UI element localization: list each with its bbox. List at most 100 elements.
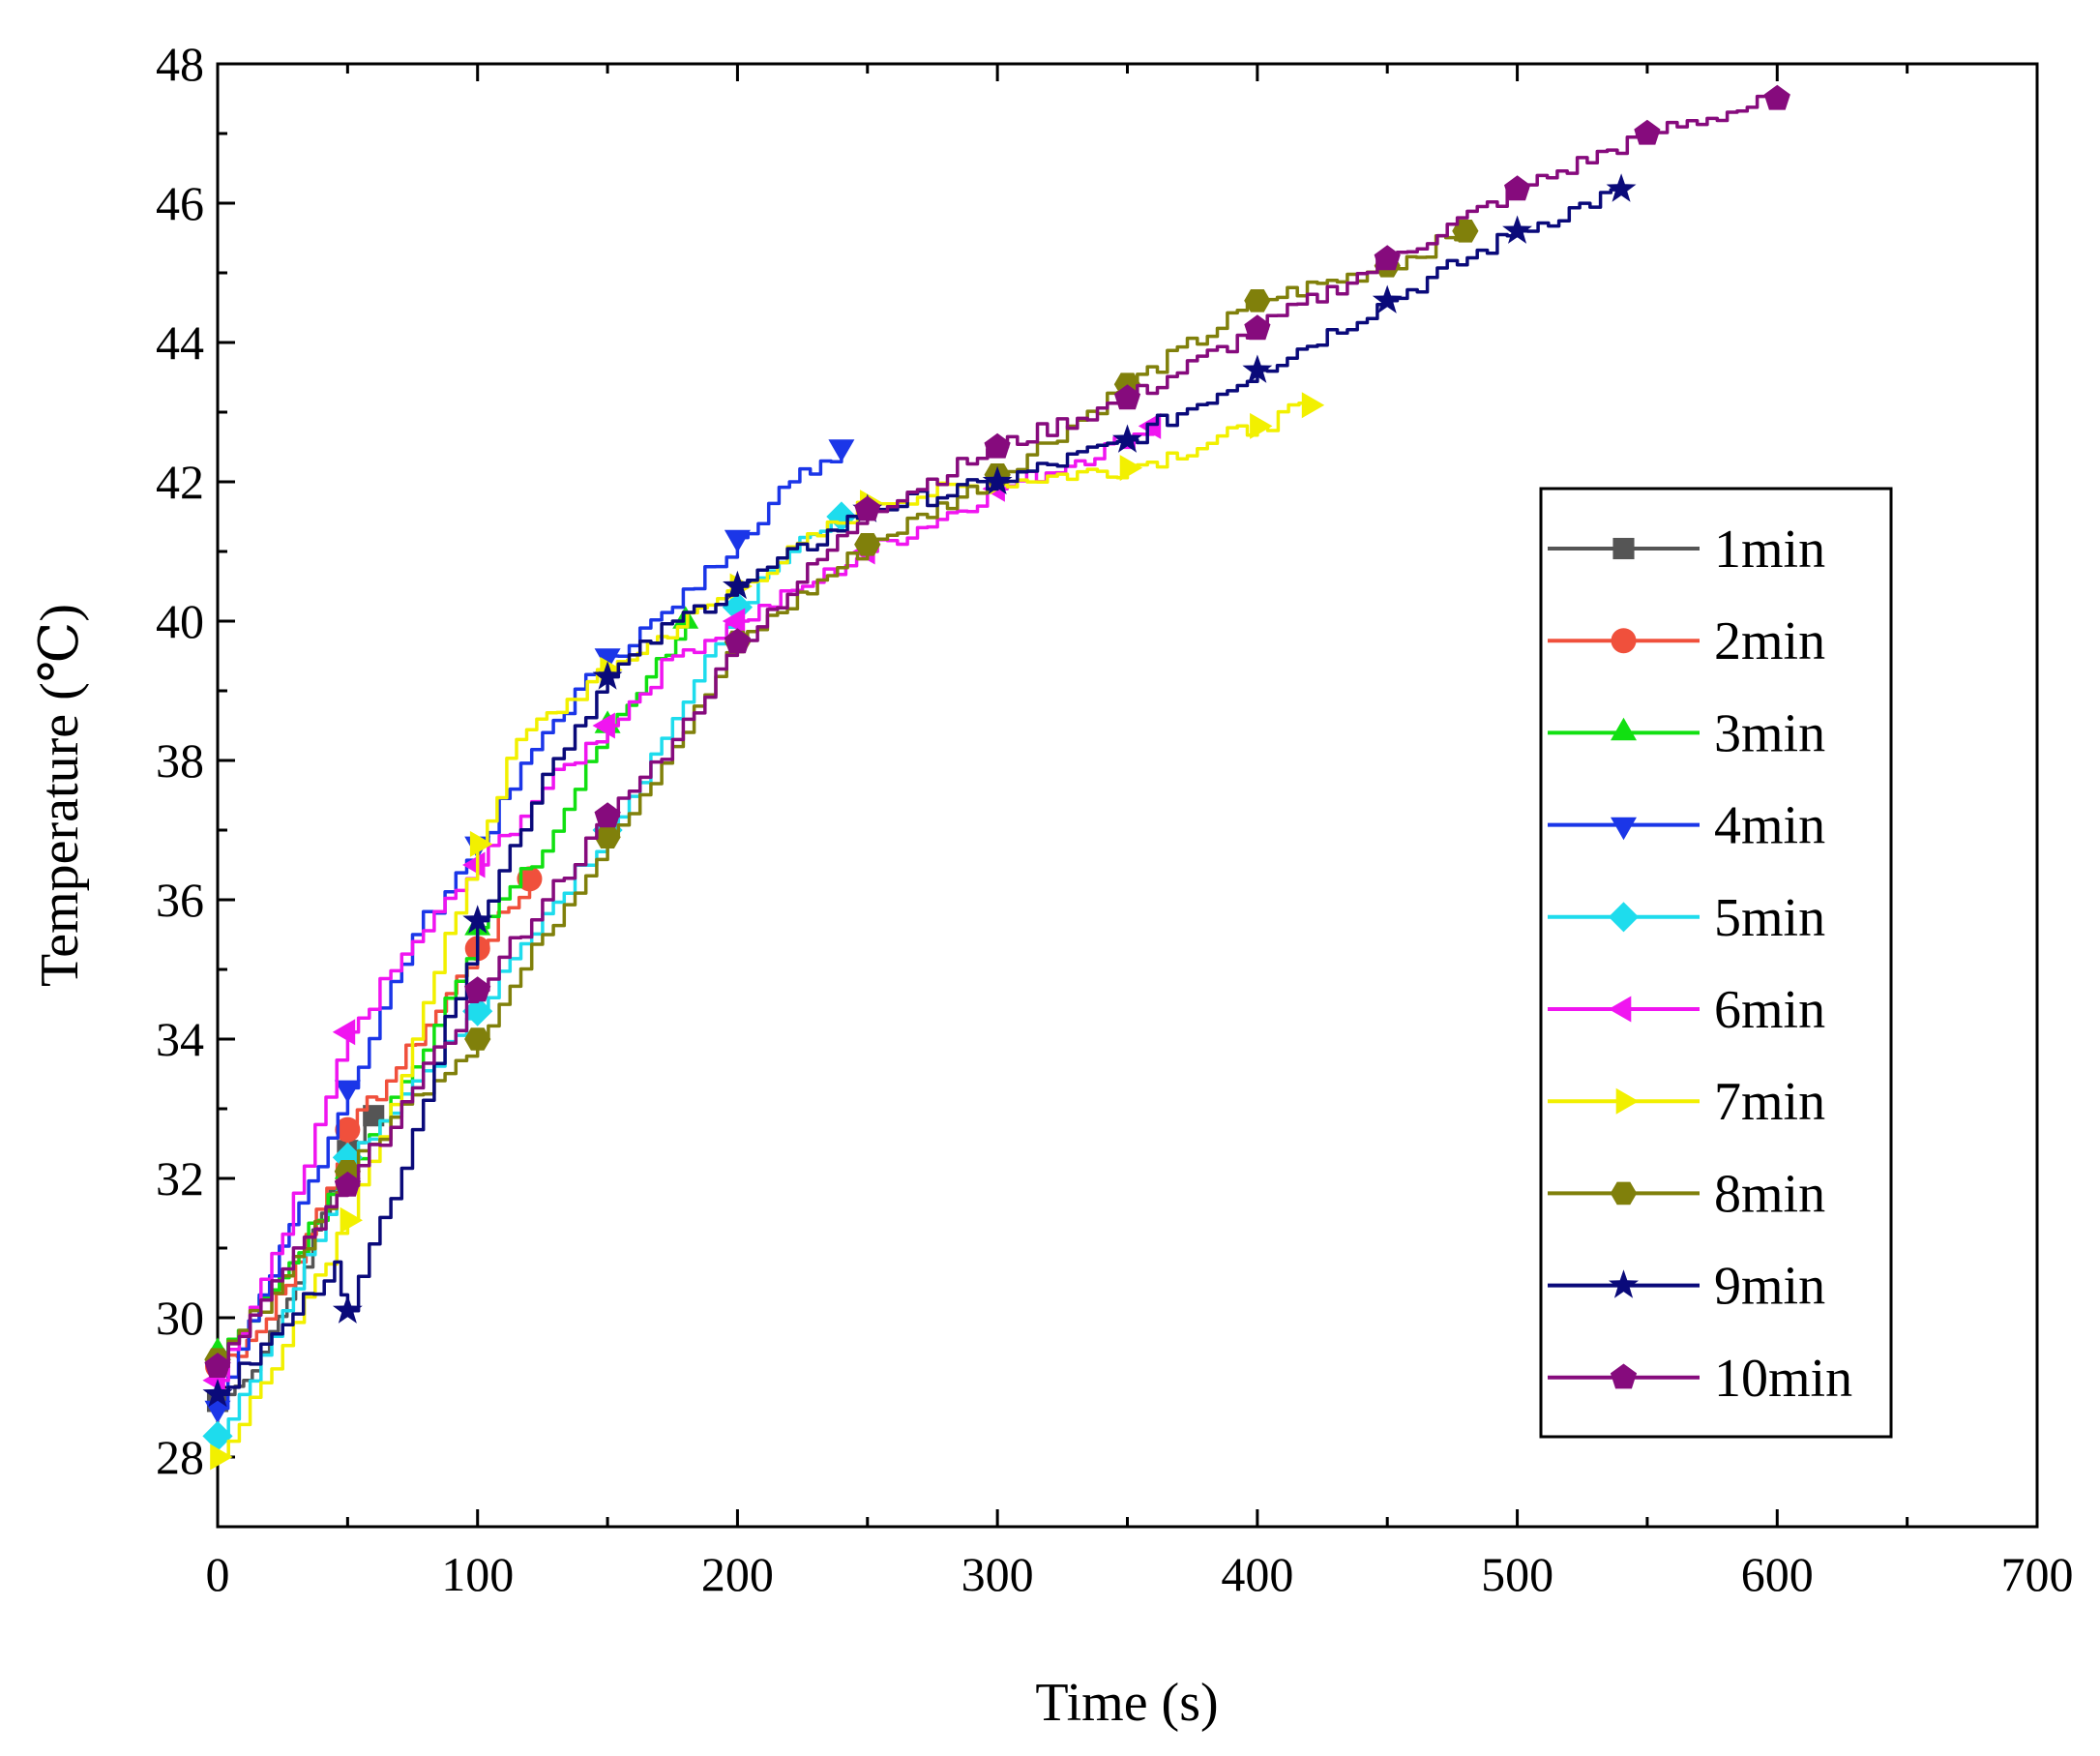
data-point-9min <box>982 465 1013 495</box>
data-point-10min <box>1113 384 1141 410</box>
series-line-7min <box>218 402 1312 1459</box>
data-point-9min <box>1112 424 1142 453</box>
y-axis: 28 30 32 34 36 38 40 42 44 46 48 <box>156 37 235 1529</box>
data-point-9min <box>723 570 753 600</box>
data-point-3min <box>672 606 699 629</box>
data-point-2min <box>335 1116 361 1143</box>
data-point-4min <box>828 439 855 462</box>
y-tick-label: 32 <box>156 1151 204 1205</box>
x-axis-title: Time (s) <box>1035 1673 1218 1733</box>
data-point-2min <box>517 866 543 892</box>
y-tick-label: 28 <box>156 1430 204 1484</box>
data-point-7min <box>340 1206 363 1234</box>
data-point-7min <box>469 830 493 857</box>
data-point-10min <box>334 1171 361 1197</box>
data-point-9min <box>202 1379 233 1408</box>
legend-marker <box>1609 1269 1639 1298</box>
data-point-10min <box>1374 245 1401 271</box>
series-line-9min <box>218 188 1623 1396</box>
y-tick-label: 40 <box>156 594 204 648</box>
legend-marker <box>1608 996 1632 1023</box>
data-point-4min <box>204 1400 231 1424</box>
legend-marker <box>1611 628 1637 654</box>
legend-item-7min: 7min <box>1548 1072 1825 1132</box>
x-tick-label: 500 <box>1481 1547 1553 1601</box>
legend-label: 5min <box>1714 888 1825 948</box>
y-tick-label: 36 <box>156 873 204 927</box>
series-6min <box>202 412 1162 1394</box>
legend-label: 6min <box>1714 980 1825 1040</box>
data-point-8min <box>464 1027 491 1051</box>
legend-label: 3min <box>1714 703 1825 763</box>
y-tick-label: 48 <box>156 37 204 91</box>
x-tick-label: 100 <box>441 1547 514 1601</box>
series-layer <box>202 84 1790 1471</box>
data-point-10min <box>1244 314 1271 341</box>
legend-item-3min: 3min <box>1548 703 1825 763</box>
data-point-9min <box>1502 215 1532 244</box>
legend-marker <box>1611 717 1637 741</box>
data-point-9min <box>462 905 493 934</box>
legend-item-6min: 6min <box>1548 980 1825 1040</box>
data-point-9min <box>1242 354 1273 383</box>
legend-marker <box>1610 1181 1638 1205</box>
data-point-6min <box>332 1019 356 1046</box>
data-point-10min <box>984 432 1011 459</box>
data-point-10min <box>1634 119 1661 145</box>
legend-label: 8min <box>1714 1164 1825 1224</box>
data-point-4min <box>594 648 621 671</box>
data-point-8min <box>594 825 621 848</box>
legend-label: 7min <box>1714 1072 1825 1132</box>
legend-marker <box>1611 817 1637 841</box>
data-point-10min <box>464 976 491 1002</box>
series-line-4min <box>218 447 843 1411</box>
x-tick-label: 400 <box>1221 1547 1293 1601</box>
x-tick-label: 300 <box>961 1547 1034 1601</box>
y-tick-label: 30 <box>156 1291 204 1345</box>
data-point-4min <box>724 529 751 553</box>
series-5min <box>202 501 857 1451</box>
legend-item-4min: 4min <box>1548 796 1825 856</box>
legend: 1min 2min 3min 4min 5min 6min 7min 8min 9min 10mi… <box>1539 487 1893 1439</box>
data-point-8min <box>1244 289 1271 313</box>
legend-item-5min: 5min <box>1548 888 1825 948</box>
legend-label: 1min <box>1714 520 1825 580</box>
data-point-6min <box>1138 412 1162 439</box>
legend-label: 10min <box>1714 1349 1852 1409</box>
data-point-8min <box>1452 220 1479 243</box>
series-9min <box>202 173 1637 1408</box>
legend-marker <box>1610 1363 1638 1389</box>
x-tick-label: 700 <box>2001 1547 2074 1601</box>
legend-item-8min: 8min <box>1548 1164 1825 1224</box>
data-point-8min <box>854 533 881 556</box>
series-line-6min <box>218 426 1156 1383</box>
data-point-9min <box>332 1295 363 1324</box>
data-point-9min <box>592 661 623 690</box>
legend-item-9min: 9min <box>1548 1257 1825 1317</box>
y-tick-label: 38 <box>156 733 204 788</box>
y-tick-label: 46 <box>156 176 204 230</box>
y-tick-label: 44 <box>156 315 204 370</box>
data-point-10min <box>854 495 881 521</box>
data-point-4min <box>334 1080 361 1103</box>
data-point-5min <box>202 1420 233 1451</box>
data-point-5min <box>462 996 493 1027</box>
legend-marker <box>1608 902 1640 933</box>
data-point-7min <box>1250 412 1273 439</box>
data-point-6min <box>722 608 746 635</box>
y-axis-title: Temperature (℃) <box>30 604 90 987</box>
legend-label: 2min <box>1714 611 1825 671</box>
series-line-8min <box>218 230 1467 1361</box>
x-tick-label: 200 <box>701 1547 774 1601</box>
data-point-7min <box>210 1443 233 1471</box>
data-point-10min <box>724 628 751 654</box>
y-tick-label: 42 <box>156 455 204 509</box>
legend-box <box>1539 487 1893 1439</box>
x-axis: 0 100 200 300 400 500 600 700 <box>206 64 2074 1601</box>
x-tick-label: 0 <box>206 1547 230 1601</box>
data-point-10min <box>594 802 621 828</box>
legend-item-10min: 10min <box>1548 1349 1852 1409</box>
legend-label: 9min <box>1714 1257 1825 1317</box>
data-point-9min <box>1372 284 1403 313</box>
